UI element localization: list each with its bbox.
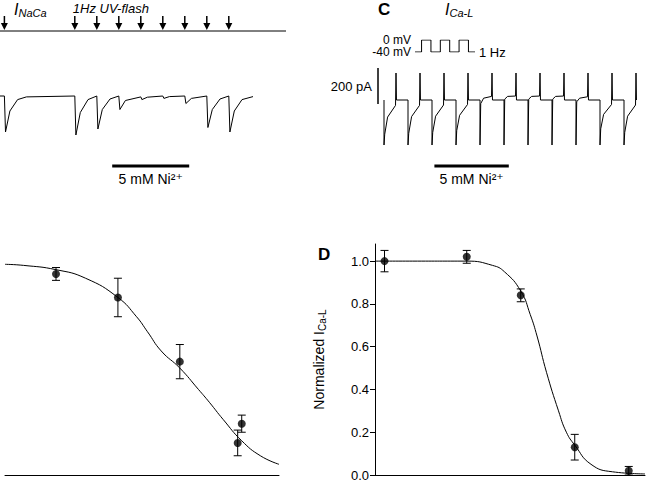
- svg-text:0.2: 0.2: [351, 425, 369, 440]
- svg-text:D: D: [318, 245, 330, 264]
- svg-text:Ca-L: Ca-L: [317, 309, 328, 331]
- svg-text:0.8: 0.8: [351, 296, 369, 311]
- svg-text:1Hz UV-flash: 1Hz UV-flash: [73, 1, 149, 16]
- svg-text:C: C: [378, 0, 390, 19]
- svg-text:NaCa: NaCa: [18, 7, 46, 19]
- svg-text:I: I: [445, 0, 450, 18]
- svg-text:Ca-L: Ca-L: [449, 7, 473, 19]
- svg-text:1.0: 1.0: [351, 254, 369, 269]
- svg-text:200 pA: 200 pA: [331, 79, 373, 94]
- svg-text:-40 mV: -40 mV: [372, 45, 411, 59]
- svg-text:5 mM Ni²⁺: 5 mM Ni²⁺: [440, 171, 504, 187]
- svg-text:0.4: 0.4: [351, 382, 369, 397]
- svg-text:0 mV: 0 mV: [383, 33, 411, 47]
- svg-text:Normalized I: Normalized I: [311, 331, 327, 410]
- svg-text:0.6: 0.6: [351, 339, 369, 354]
- svg-text:0.0: 0.0: [351, 468, 369, 483]
- svg-text:I: I: [14, 0, 19, 18]
- svg-text:1 Hz: 1 Hz: [479, 45, 506, 60]
- svg-text:5 mM Ni²⁺: 5 mM Ni²⁺: [119, 171, 183, 187]
